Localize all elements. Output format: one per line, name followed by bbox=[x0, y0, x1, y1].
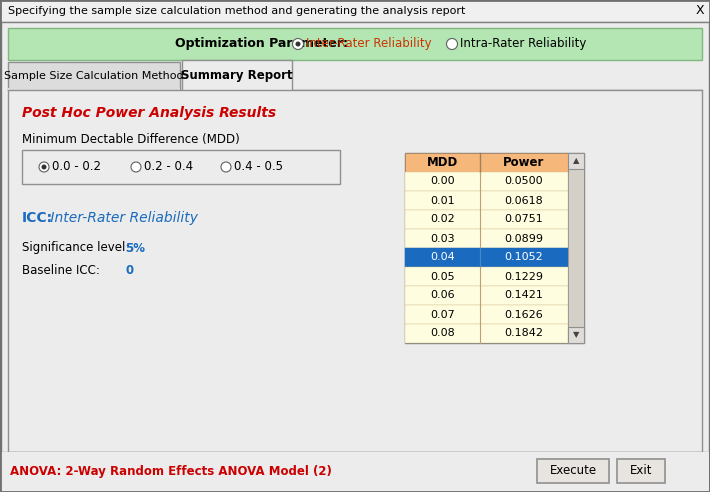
FancyBboxPatch shape bbox=[405, 191, 568, 210]
Text: Execute: Execute bbox=[550, 464, 596, 478]
Text: Sample Size Calculation Method: Sample Size Calculation Method bbox=[4, 71, 184, 81]
FancyBboxPatch shape bbox=[405, 267, 568, 286]
FancyBboxPatch shape bbox=[8, 62, 180, 90]
FancyBboxPatch shape bbox=[8, 88, 180, 92]
Text: 0.0899: 0.0899 bbox=[505, 234, 543, 244]
FancyBboxPatch shape bbox=[405, 153, 568, 172]
FancyBboxPatch shape bbox=[405, 248, 568, 267]
FancyBboxPatch shape bbox=[537, 459, 609, 483]
FancyBboxPatch shape bbox=[182, 60, 292, 92]
FancyBboxPatch shape bbox=[8, 90, 702, 452]
FancyBboxPatch shape bbox=[405, 153, 584, 343]
FancyBboxPatch shape bbox=[617, 459, 665, 483]
FancyBboxPatch shape bbox=[405, 305, 568, 324]
FancyBboxPatch shape bbox=[405, 172, 568, 191]
Text: 0.08: 0.08 bbox=[430, 329, 455, 338]
Text: Inter-Rater Reliability: Inter-Rater Reliability bbox=[306, 37, 432, 51]
FancyBboxPatch shape bbox=[1, 452, 709, 491]
Text: ▲: ▲ bbox=[573, 156, 579, 165]
FancyBboxPatch shape bbox=[405, 324, 568, 343]
Text: 0.1229: 0.1229 bbox=[505, 272, 543, 281]
Text: 0.05: 0.05 bbox=[430, 272, 455, 281]
Text: ICC:: ICC: bbox=[22, 211, 53, 225]
Text: Minimum Dectable Difference (MDD): Minimum Dectable Difference (MDD) bbox=[22, 133, 240, 147]
FancyBboxPatch shape bbox=[405, 210, 568, 229]
Text: X: X bbox=[696, 4, 704, 18]
FancyBboxPatch shape bbox=[0, 0, 710, 22]
Circle shape bbox=[131, 162, 141, 172]
Text: 0.0618: 0.0618 bbox=[505, 195, 543, 206]
Circle shape bbox=[39, 162, 49, 172]
Text: 0.4 - 0.5: 0.4 - 0.5 bbox=[234, 160, 283, 174]
FancyBboxPatch shape bbox=[405, 229, 568, 248]
Text: 0.1626: 0.1626 bbox=[505, 309, 543, 319]
Text: Inter-Rater Reliability: Inter-Rater Reliability bbox=[46, 211, 198, 225]
Text: Baseline ICC:: Baseline ICC: bbox=[22, 264, 100, 277]
Text: 0.1052: 0.1052 bbox=[505, 252, 543, 263]
Text: 0.04: 0.04 bbox=[430, 252, 455, 263]
Circle shape bbox=[447, 38, 457, 50]
Text: 0.2 - 0.4: 0.2 - 0.4 bbox=[144, 160, 193, 174]
FancyBboxPatch shape bbox=[8, 28, 702, 60]
Text: 0.0500: 0.0500 bbox=[505, 177, 543, 186]
Circle shape bbox=[221, 162, 231, 172]
Text: 0.03: 0.03 bbox=[430, 234, 455, 244]
Text: Intra-Rater Reliability: Intra-Rater Reliability bbox=[460, 37, 586, 51]
Text: 0.06: 0.06 bbox=[430, 290, 455, 301]
FancyBboxPatch shape bbox=[568, 153, 584, 169]
Circle shape bbox=[293, 38, 303, 50]
Text: Exit: Exit bbox=[630, 464, 652, 478]
Text: 0.0 - 0.2: 0.0 - 0.2 bbox=[52, 160, 101, 174]
Text: 5%: 5% bbox=[125, 242, 145, 254]
Text: ▼: ▼ bbox=[573, 331, 579, 339]
FancyBboxPatch shape bbox=[405, 286, 568, 305]
Circle shape bbox=[295, 41, 300, 47]
FancyBboxPatch shape bbox=[568, 153, 584, 343]
FancyBboxPatch shape bbox=[183, 90, 291, 92]
Text: 0.01: 0.01 bbox=[430, 195, 455, 206]
Text: 0.07: 0.07 bbox=[430, 309, 455, 319]
Text: 0.1842: 0.1842 bbox=[505, 329, 543, 338]
FancyBboxPatch shape bbox=[568, 327, 584, 343]
Text: 0: 0 bbox=[125, 264, 133, 277]
Text: Summary Report: Summary Report bbox=[181, 68, 293, 82]
Text: ANOVA: 2-Way Random Effects ANOVA Model (2): ANOVA: 2-Way Random Effects ANOVA Model … bbox=[10, 464, 332, 478]
Text: 0.00: 0.00 bbox=[430, 177, 455, 186]
Text: 0.0751: 0.0751 bbox=[505, 215, 543, 224]
Text: MDD: MDD bbox=[427, 156, 458, 169]
Text: Optimization Parameter:: Optimization Parameter: bbox=[175, 37, 348, 51]
Text: Significance level:: Significance level: bbox=[22, 242, 129, 254]
Text: Post Hoc Power Analysis Results: Post Hoc Power Analysis Results bbox=[22, 106, 276, 120]
Text: 0.1421: 0.1421 bbox=[505, 290, 543, 301]
FancyBboxPatch shape bbox=[22, 150, 340, 184]
FancyBboxPatch shape bbox=[1, 22, 709, 490]
Text: Power: Power bbox=[503, 156, 545, 169]
Circle shape bbox=[41, 164, 46, 170]
Text: Specifying the sample size calculation method and generating the analysis report: Specifying the sample size calculation m… bbox=[8, 6, 465, 16]
Text: 0.02: 0.02 bbox=[430, 215, 455, 224]
